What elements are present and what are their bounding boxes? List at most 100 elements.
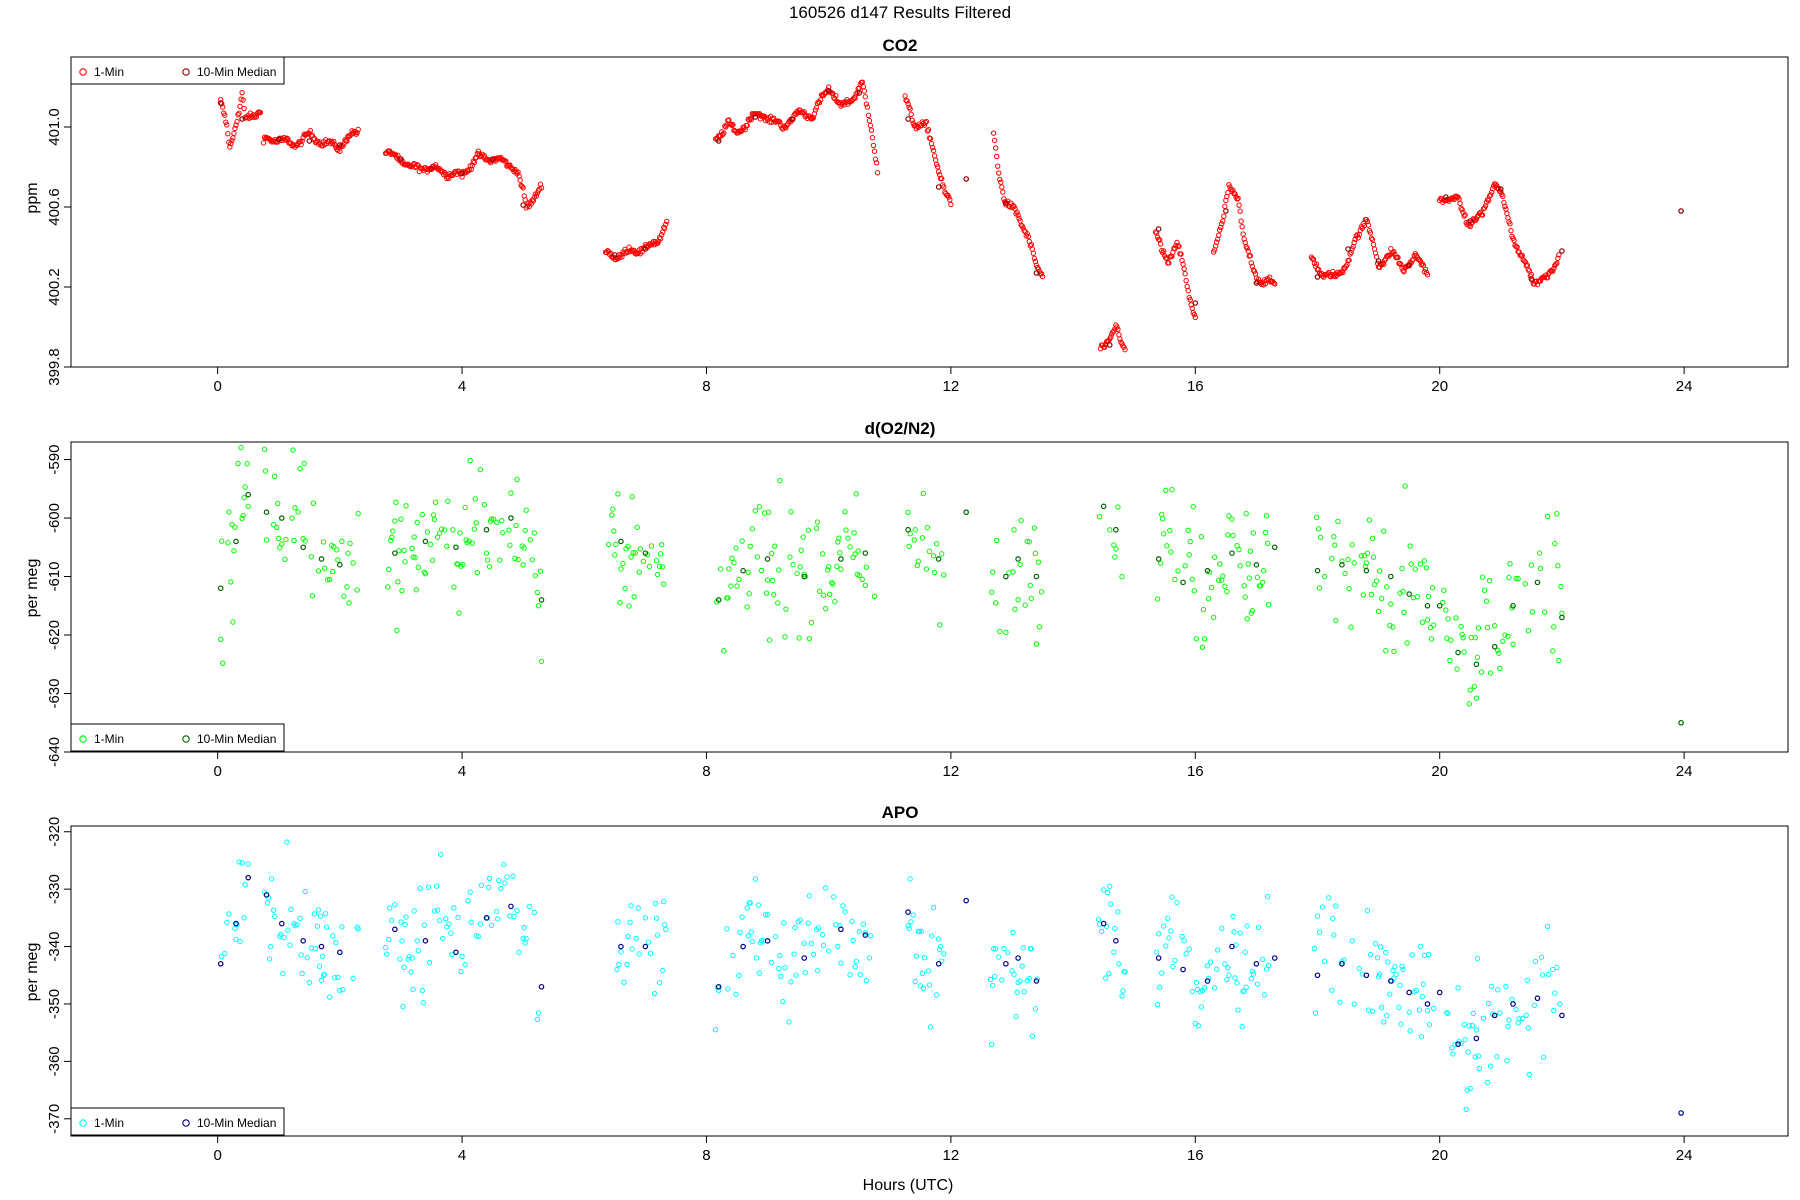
data-point-10min-median xyxy=(1375,258,1382,264)
data-point-1min xyxy=(837,550,843,556)
data-point-1min xyxy=(402,559,408,565)
data-point-1min xyxy=(350,560,356,566)
data-point-1min xyxy=(522,527,528,534)
data-point-10min-median xyxy=(1192,300,1199,306)
data-point-1min xyxy=(609,512,615,518)
data-point-10min-median xyxy=(1455,649,1461,656)
x-tick-label: 8 xyxy=(702,378,710,395)
data-point-1min xyxy=(1226,972,1232,978)
data-point-1min xyxy=(1487,1063,1494,1069)
data-point-1min xyxy=(1227,184,1233,190)
data-point-1min xyxy=(936,622,943,628)
data-point-1min xyxy=(1217,561,1223,567)
data-point-1min xyxy=(917,983,924,989)
data-point-1min xyxy=(1513,575,1519,582)
data-point-1min xyxy=(769,577,776,584)
data-point-1min xyxy=(843,527,849,533)
data-point-1min xyxy=(406,953,412,960)
data-point-1min xyxy=(628,247,634,253)
data-point-1min xyxy=(752,508,759,514)
data-point-1min xyxy=(1457,200,1463,206)
data-point-1min xyxy=(1519,1015,1525,1022)
data-point-1min xyxy=(317,913,324,919)
data-point-1min xyxy=(414,938,420,944)
data-point-1min xyxy=(1319,904,1326,910)
data-point-1min xyxy=(921,955,928,961)
data-point-10min-median xyxy=(1253,562,1260,568)
data-point-1min xyxy=(477,921,484,927)
data-point-1min xyxy=(532,572,539,579)
data-point-1min xyxy=(442,527,448,533)
data-point-10min-median xyxy=(1467,218,1474,224)
data-point-1min xyxy=(1419,993,1426,1000)
data-point-1min xyxy=(264,900,271,906)
data-point-1min xyxy=(1462,212,1468,218)
data-point-1min xyxy=(1502,203,1508,210)
data-point-1min xyxy=(521,924,527,931)
data-point-1min xyxy=(1459,631,1465,638)
data-point-1min xyxy=(299,970,305,977)
data-point-1min xyxy=(523,936,529,942)
data-point-1min xyxy=(931,569,938,576)
data-point-1min xyxy=(438,526,445,532)
data-point-1min xyxy=(420,1000,427,1006)
data-point-1min xyxy=(226,509,232,515)
data-point-1min xyxy=(1505,633,1511,640)
data-point-1min xyxy=(1450,1051,1456,1057)
data-point-1min xyxy=(838,566,844,572)
data-point-10min-median xyxy=(422,538,429,545)
data-point-1min xyxy=(764,911,771,918)
data-point-10min-median xyxy=(1559,248,1565,254)
data-point-10min-median xyxy=(422,938,429,944)
data-point-10min-median xyxy=(300,544,306,551)
data-point-1min xyxy=(987,976,994,983)
x-axis-label: Hours (UTC) xyxy=(863,1177,954,1194)
data-point-1min xyxy=(537,568,544,574)
data-point-10min-median xyxy=(1424,1001,1431,1007)
data-point-1min xyxy=(1191,588,1197,594)
y-axis-label-o2n2: per meg xyxy=(24,559,41,618)
data-point-1min xyxy=(1163,943,1169,949)
data-point-1min xyxy=(739,914,745,920)
data-point-1min xyxy=(874,170,881,176)
data-point-1min xyxy=(1236,546,1242,553)
data-point-1min xyxy=(1402,483,1408,489)
plot-frame-co2 xyxy=(70,56,1789,368)
data-point-1min xyxy=(1488,983,1495,989)
data-point-1min xyxy=(1544,923,1551,929)
data-point-1min xyxy=(939,551,945,557)
data-point-1min xyxy=(628,903,634,909)
data-point-1min xyxy=(842,909,848,915)
data-point-10min-median xyxy=(1229,943,1235,950)
data-point-1min xyxy=(1189,576,1195,582)
data-point-1min xyxy=(1461,1021,1467,1028)
data-point-1min xyxy=(626,603,632,609)
data-point-1min xyxy=(904,98,910,104)
data-point-1min xyxy=(1453,615,1459,621)
data-point-1min xyxy=(1511,237,1517,244)
data-point-1min xyxy=(483,550,490,556)
data-point-1min xyxy=(233,936,239,943)
data-point-1min xyxy=(1211,985,1218,991)
data-point-1min xyxy=(1154,1001,1161,1008)
data-point-1min xyxy=(1550,648,1556,654)
data-point-1min xyxy=(1181,266,1187,272)
data-point-1min xyxy=(744,122,750,129)
data-point-1min xyxy=(777,477,783,484)
data-point-1min xyxy=(1400,588,1406,595)
data-point-1min xyxy=(514,476,520,483)
data-point-1min xyxy=(507,542,513,548)
data-point-1min xyxy=(315,907,322,913)
data-point-1min xyxy=(939,958,945,964)
data-point-1min xyxy=(631,594,637,600)
data-point-1min xyxy=(1026,975,1033,982)
data-point-1min xyxy=(1335,518,1341,525)
x-tick-label: 24 xyxy=(1676,378,1693,395)
data-point-10min-median xyxy=(1534,579,1541,586)
data-point-1min xyxy=(1317,534,1324,541)
data-point-10min-median xyxy=(1339,562,1345,568)
data-point-1min xyxy=(516,949,522,955)
data-point-1min xyxy=(762,912,769,918)
data-point-1min xyxy=(617,599,623,606)
data-point-1min xyxy=(294,922,300,928)
